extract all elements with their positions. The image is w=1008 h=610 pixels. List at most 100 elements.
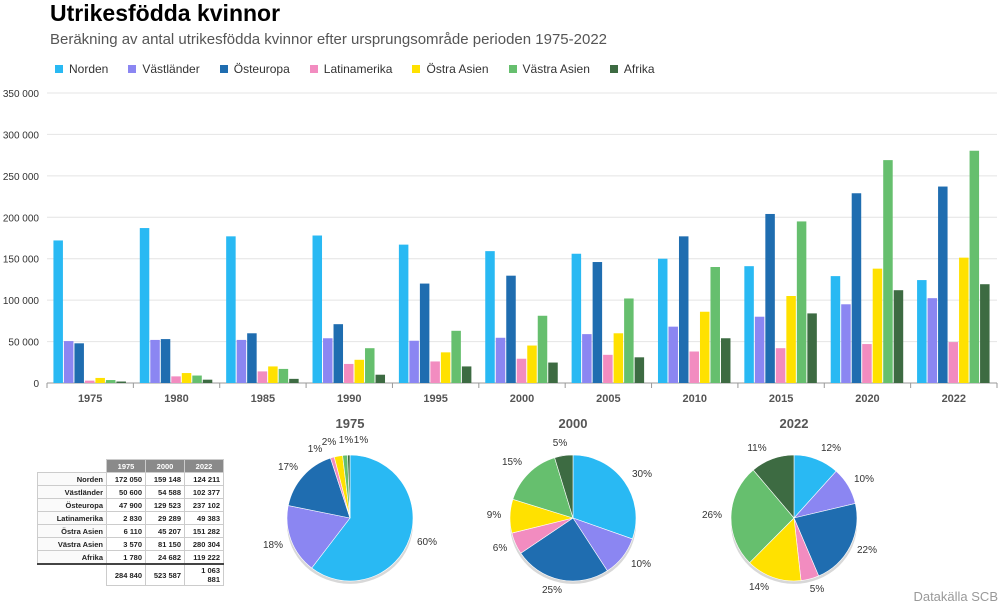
pie-slice-norden-1975 [311, 454, 414, 582]
x-tick-label: 2000 [510, 393, 534, 405]
pie-pct-label: 5% [810, 584, 825, 595]
table-row: Östeuropa 47 900 129 523 237 102 [37, 498, 224, 512]
bar-ostra-asien-1990 [354, 359, 365, 383]
pie-title: 2022 [780, 416, 809, 431]
bar-norden-1995 [398, 244, 409, 383]
pie-slice-afrika-2022 [752, 454, 795, 519]
table-cell: 81 150 [145, 537, 185, 551]
table-row-label: Västra Asien [37, 537, 107, 551]
pie-pct-label: 1% [308, 444, 323, 455]
pie-pct-label: 9% [487, 510, 502, 521]
table-cell: 159 148 [145, 472, 185, 486]
bar-norden-1980 [139, 228, 150, 383]
pie-slice-osteuropa-2000 [520, 517, 608, 582]
table-row: Västra Asien 3 570 81 150 280 304 [37, 537, 224, 551]
bar-ostra-asien-1975 [95, 377, 105, 383]
bar-latinamerika-2022 [948, 342, 959, 383]
pie-pct-label: 6% [493, 543, 508, 554]
legend-item-ostra-asien: Östra Asien [412, 62, 489, 76]
legend-item-latinamerika: Latinamerika [309, 62, 393, 76]
table-row-label: Norden [37, 472, 107, 486]
bar-latinamerika-2020 [862, 344, 872, 383]
bar-ostra-asien-1995 [440, 352, 451, 383]
bar-latinamerika-1980 [171, 376, 181, 383]
pie-slice-vastra-asien-2000 [512, 457, 574, 519]
table-total-cell: 284 840 [106, 563, 146, 586]
bar-ostra-asien-2015 [786, 296, 796, 383]
legend-swatch [219, 65, 228, 73]
table-header: 2000 [145, 459, 185, 473]
pie-pct-label: 14% [749, 582, 769, 593]
table-cell: 49 383 [184, 511, 224, 525]
legend-swatch [508, 65, 517, 73]
bar-ostra-asien-1985 [268, 366, 278, 383]
pie-pct-label: 17% [278, 462, 298, 473]
legend-label: Västra Asien [522, 62, 590, 76]
bar-latinamerika-2015 [775, 348, 786, 383]
table-total-row: 284 840 523 587 1 063 881 [37, 563, 224, 586]
bar-latinamerika-2005 [603, 354, 613, 383]
bar-osteuropa-2005 [592, 262, 603, 383]
bar-vastra-asien-1990 [365, 348, 375, 383]
pie-pct-label: 60% [417, 537, 437, 548]
y-tick-label: 0 [33, 379, 39, 390]
table-row: Västländer 50 600 54 588 102 377 [37, 485, 224, 499]
bar-vastlander-1995 [409, 340, 419, 383]
bar-norden-1985 [226, 236, 236, 383]
x-tick-label: 2010 [682, 393, 706, 405]
bar-vastlander-2015 [754, 316, 765, 383]
bar-vastlander-1990 [323, 338, 333, 383]
bar-ostra-asien-2000 [527, 345, 537, 383]
bar-afrika-1975 [116, 381, 126, 383]
bar-latinamerika-1975 [84, 380, 95, 383]
table-row: Östra Asien 6 110 45 207 151 282 [37, 524, 224, 538]
table-row-label: Afrika [37, 550, 107, 565]
bar-osteuropa-2020 [851, 193, 862, 383]
bar-afrika-1990 [375, 374, 386, 383]
bar-vastra-asien-2000 [537, 315, 548, 383]
bar-ostra-asien-2005 [613, 333, 624, 383]
legend-item-vastra-asien: Västra Asien [508, 62, 590, 76]
table-total-cell: 523 587 [145, 563, 185, 586]
x-tick-label: 2005 [596, 393, 620, 405]
bar-norden-2022 [917, 280, 927, 383]
bar-norden-2020 [830, 276, 841, 383]
bar-ostra-asien-1980 [181, 373, 192, 383]
y-tick-label: 100 000 [3, 296, 40, 307]
pie-pct-label: 1% [339, 435, 354, 446]
legend-label: Västländer [142, 62, 200, 76]
table-cell: 50 600 [106, 485, 146, 499]
y-tick-label: 250 000 [3, 172, 40, 183]
bar-vastlander-2000 [495, 337, 506, 383]
data-table: 1975 2000 2022 Norden 172 050 159 148 124 211 V… [37, 459, 224, 586]
legend-swatch [609, 65, 618, 73]
table-cell: 151 282 [184, 524, 224, 538]
bar-norden-1990 [312, 235, 323, 383]
pie-slice-osteuropa-1975 [287, 457, 351, 519]
bar-ostra-asien-2010 [699, 311, 710, 383]
chart-subtitle: Beräkning av antal utrikesfödda kvinnor … [50, 31, 608, 48]
table-row: Latinamerika 2 830 29 289 49 383 [37, 511, 224, 525]
y-tick-label: 350 000 [3, 89, 40, 100]
legend-item-vastlander: Västländer [128, 62, 200, 76]
pie-pct-label: 10% [631, 559, 651, 570]
legend-label: Norden [69, 62, 109, 76]
pie-title: 2000 [559, 416, 588, 431]
bar-vastlander-1980 [150, 339, 160, 383]
table-row: Afrika 1 780 24 682 119 222 [37, 550, 224, 565]
table-cell: 54 588 [145, 485, 185, 499]
x-tick-label: 1985 [251, 393, 275, 405]
legend-label: Latinamerika [323, 62, 393, 76]
legend-swatch [412, 65, 421, 73]
pie-slice-osteuropa-2022 [793, 503, 858, 577]
bar-afrika-1980 [202, 379, 213, 383]
bar-vastlander-1975 [63, 341, 74, 383]
pie-pct-label: 26% [702, 510, 722, 521]
pie-pct-label: 12% [821, 443, 841, 454]
table-row-label: Västländer [37, 485, 107, 499]
legend-swatch [128, 65, 137, 73]
bar-osteuropa-2010 [678, 236, 689, 383]
table-cell: 237 102 [184, 498, 224, 512]
bar-latinamerika-2010 [689, 351, 699, 383]
bar-norden-2015 [744, 266, 754, 383]
